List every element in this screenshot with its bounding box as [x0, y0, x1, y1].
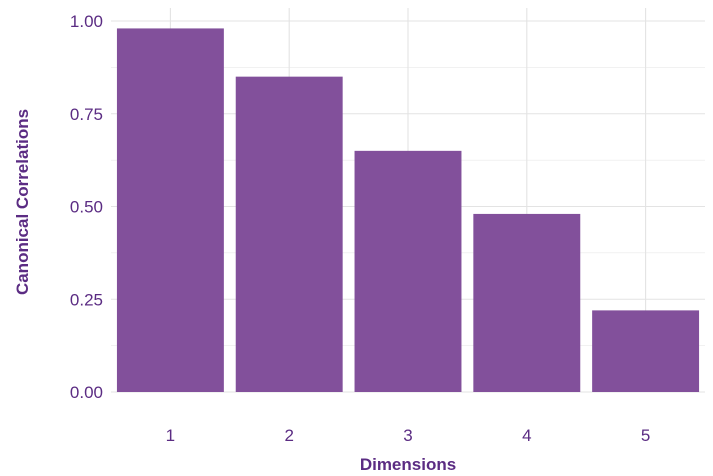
y-tick-label: 0.25 — [70, 290, 103, 309]
x-tick-label: 4 — [522, 426, 531, 445]
x-tick-label: 1 — [166, 426, 175, 445]
y-tick-label: 0.00 — [70, 383, 103, 402]
bar — [473, 213, 581, 392]
bar — [354, 150, 462, 392]
y-axis-title: Canonical Correlations — [13, 109, 32, 295]
bar — [592, 310, 700, 392]
x-tick-label: 2 — [284, 426, 293, 445]
y-tick-label: 1.00 — [70, 12, 103, 31]
bar — [235, 76, 343, 393]
x-tick-labels: 1 2 3 4 5 — [166, 426, 651, 445]
y-tick-labels: 0.00 0.25 0.50 0.75 1.00 — [70, 12, 103, 402]
bar — [116, 28, 224, 392]
x-tick-label: 5 — [641, 426, 650, 445]
y-tick-label: 0.75 — [70, 105, 103, 124]
bars-layer — [116, 28, 700, 393]
x-axis-title: Dimensions — [360, 455, 456, 474]
x-tick-label: 3 — [403, 426, 412, 445]
y-tick-label: 0.50 — [70, 198, 103, 217]
